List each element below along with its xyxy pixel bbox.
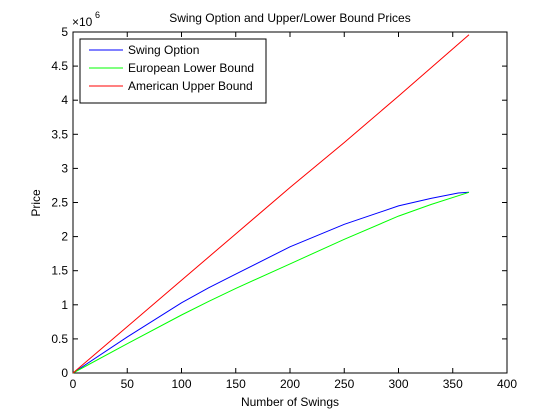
- x-tick-label: 100: [171, 377, 191, 391]
- y-tick-label: 3: [61, 161, 68, 175]
- x-axis-label: Number of Swings: [241, 395, 339, 409]
- x-tick-label: 250: [334, 377, 354, 391]
- x-tick-label: 200: [280, 377, 300, 391]
- x-tick-label: 0: [70, 377, 77, 391]
- x-tick-label: 150: [226, 377, 246, 391]
- legend-label: American Upper Bound: [128, 79, 253, 93]
- y-axis-label: Price: [29, 189, 43, 217]
- y-axis-exponent-prefix: ×10: [72, 15, 93, 29]
- x-tick-label: 300: [388, 377, 408, 391]
- y-tick-label: 5: [61, 25, 68, 39]
- series-line-swing-option: [72, 191, 470, 374]
- y-tick-label: 2.5: [51, 196, 68, 210]
- x-tick-label: 50: [121, 377, 135, 391]
- legend: Swing Option European Lower Bound American…: [79, 38, 267, 104]
- series-line-european-lower-bound: [72, 191, 470, 374]
- y-tick-label: 1.5: [51, 264, 68, 278]
- series-line-american-upper-bound: [72, 34, 470, 374]
- x-tick-label: 350: [443, 377, 463, 391]
- y-axis-exponent: ×10 6: [72, 10, 100, 29]
- y-tick-label: 4.5: [51, 59, 68, 73]
- y-tick-label: 1: [61, 298, 68, 312]
- legend-label: Swing Option: [128, 43, 199, 57]
- y-tick-label: 0: [61, 366, 68, 380]
- y-tick-label: 0.5: [51, 332, 68, 346]
- y-axis-exponent-power: 6: [95, 10, 100, 20]
- y-tick-label: 4: [61, 93, 68, 107]
- y-tick-label: 3.5: [51, 127, 68, 141]
- y-tick-label: 2: [61, 230, 68, 244]
- legend-label: European Lower Bound: [128, 61, 254, 75]
- chart-title: Swing Option and Upper/Lower Bound Price…: [169, 11, 410, 25]
- x-tick-label: 400: [497, 377, 517, 391]
